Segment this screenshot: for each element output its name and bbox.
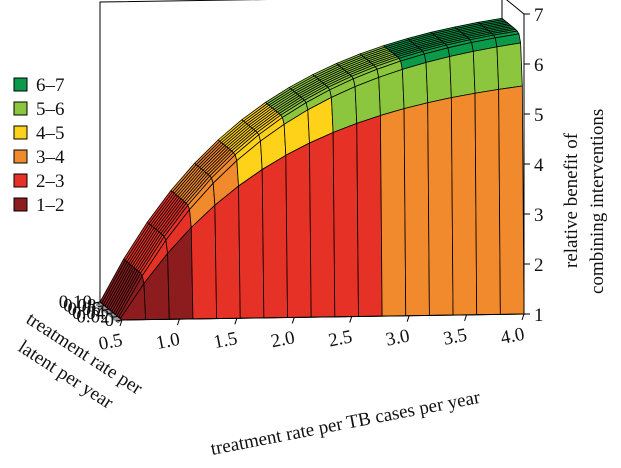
x-tick-label: 3.5 — [442, 325, 469, 350]
z-axis-title-line-2: combining interventions — [587, 109, 608, 294]
x-tick-mark — [176, 318, 180, 326]
surface-patch — [401, 62, 429, 110]
y-tick-label: 0.02 — [76, 306, 109, 327]
surface-patch — [496, 42, 523, 90]
x-tick-label: 2.5 — [327, 326, 354, 351]
legend-label: 2–3 — [36, 171, 65, 192]
x-tick-label: 3.0 — [384, 325, 411, 350]
x-tick-label: 4.0 — [499, 324, 526, 349]
x-tick-mark — [406, 315, 410, 322]
legend-swatch — [13, 173, 28, 188]
legend-label: 6–7 — [36, 75, 65, 96]
z-tick-label: 5 — [534, 105, 544, 126]
z-tick-label: 7 — [534, 5, 544, 26]
surface-patch — [285, 142, 312, 318]
y-tick-label: 0 — [105, 310, 115, 331]
x-tick-label: 2.0 — [269, 327, 296, 352]
legend-label: 1–2 — [36, 195, 65, 216]
x-tick-mark — [291, 317, 295, 324]
x-tick-mark — [521, 313, 525, 321]
y-tick-label: 0.04 — [72, 303, 106, 324]
z-axis-ticks: 1 2 3 4 5 6 7 — [524, 5, 544, 326]
y-tick-mark — [98, 305, 105, 308]
y-tick-mark — [102, 308, 109, 311]
x-tick-label: 1.0 — [154, 329, 181, 354]
x-tick-mark — [349, 316, 353, 323]
legend-swatch — [13, 77, 28, 92]
legend-swatch — [13, 101, 28, 116]
z-tick-label: 4 — [534, 155, 544, 176]
legend-swatch — [13, 197, 28, 212]
surface-patch — [309, 132, 336, 318]
surface-patch — [472, 46, 500, 94]
y-tick-mark — [111, 315, 118, 318]
x-tick-mark — [234, 318, 238, 325]
surface-patch — [332, 122, 359, 318]
surface-patch — [261, 154, 288, 319]
z-tick-label: 3 — [534, 205, 544, 226]
legend-swatch — [13, 149, 28, 164]
legend-swatch — [13, 125, 28, 140]
surface-patch — [427, 97, 454, 316]
x-axis-line — [121, 313, 525, 321]
y-tick-mark — [93, 301, 101, 304]
surface-patch — [498, 85, 525, 315]
z-tick-label: 6 — [534, 55, 544, 76]
surface-patch — [380, 108, 407, 317]
legend-label: 4–5 — [36, 123, 65, 144]
y-tick-label: 0.08 — [63, 296, 96, 317]
y-tick-label: 0.06 — [68, 299, 101, 320]
y-tick-mark — [115, 319, 123, 322]
surface-patch — [449, 50, 476, 99]
z-tick-label: 2 — [534, 255, 544, 276]
surface-patch — [238, 169, 265, 319]
surface-patch — [450, 92, 478, 316]
legend-label: 3–4 — [36, 147, 65, 168]
x-tick-label: 0.5 — [97, 330, 124, 355]
x-tick-mark — [464, 314, 468, 322]
x-tick-mark — [119, 319, 123, 327]
y-axis-ticks: 00.020.040.060.080.10 — [59, 292, 123, 331]
z-tick-label: 1 — [534, 305, 544, 326]
surface-patch — [378, 69, 405, 116]
legend: 6–7 5–6 4–5 3–4 2–3 1–2 — [13, 75, 65, 216]
legend-label: 5–6 — [36, 99, 65, 120]
x-tick-label: 1.5 — [212, 328, 239, 353]
z-axis-title-line-1: relative benefit of — [561, 132, 582, 268]
y-tick-mark — [107, 312, 114, 315]
surface-patch — [356, 115, 383, 317]
y-tick-label: 0.10 — [59, 292, 92, 313]
x-axis-title: treatment rate per TB cases per year — [209, 387, 483, 460]
x-axis-ticks: 0.5 1.0 1.5 2.0 2.5 3.0 3.5 4.0 — [97, 313, 526, 355]
surface-patch — [474, 88, 501, 316]
surface-patch — [425, 56, 452, 104]
surface-patch — [403, 102, 430, 317]
y-axis-line — [99, 301, 123, 321]
surface-patch — [214, 185, 241, 319]
